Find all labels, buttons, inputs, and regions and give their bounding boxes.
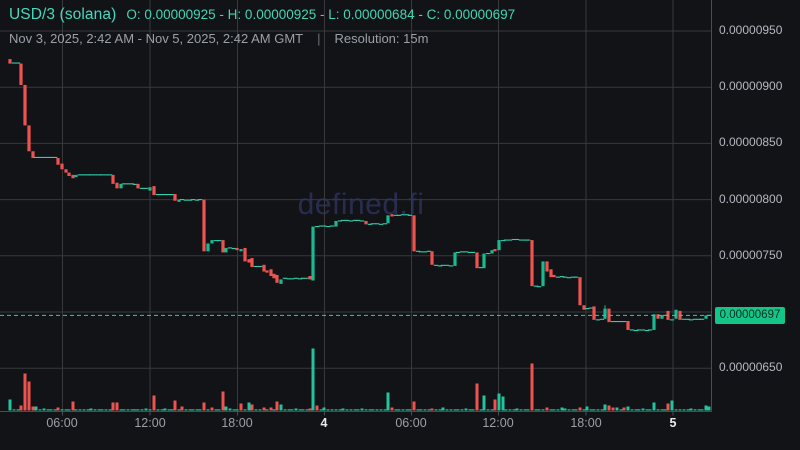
axis-borders [0, 0, 712, 416]
time-axis-label: 06:00 [395, 416, 427, 430]
time-axis-label: 18:00 [570, 416, 602, 430]
price-axis-label: 0.00000900 [719, 79, 783, 94]
gridlines [0, 0, 712, 412]
price-axis-label: 0.00000850 [719, 135, 783, 150]
chart-header: USD/3 (solana) O: 0.00000925 - H: 0.0000… [9, 6, 515, 46]
time-axis-label: 06:00 [46, 416, 78, 430]
price-axis-label: 0.00000800 [719, 191, 783, 206]
price-axis-label: 0.00000650 [719, 360, 783, 375]
ohlc-readout: O: 0.00000925 - H: 0.00000925 - L: 0.000… [126, 7, 516, 22]
price-axis-label: 0.00000950 [719, 23, 783, 37]
pair-title: USD/3 (solana) [9, 6, 117, 23]
price-axis-label: 0.00000750 [719, 247, 783, 262]
time-axis-label: 18:00 [221, 416, 253, 430]
resolution-label[interactable]: Resolution: 15m [334, 31, 429, 46]
last-price-label: 0.00000697 [715, 306, 785, 324]
header-divider: | [317, 31, 321, 46]
time-axis-label: 4 [320, 416, 328, 430]
candles [8, 59, 712, 332]
time-axis-label: 5 [669, 416, 677, 430]
time-axis-label: 12:00 [134, 416, 166, 430]
volume-bars [8, 348, 711, 411]
time-axis-label: 12:00 [482, 416, 514, 430]
date-range: Nov 3, 2025, 2:42 AM - Nov 5, 2025, 2:42… [9, 31, 304, 46]
defined-fi-watermark: defined.fi [297, 188, 425, 221]
